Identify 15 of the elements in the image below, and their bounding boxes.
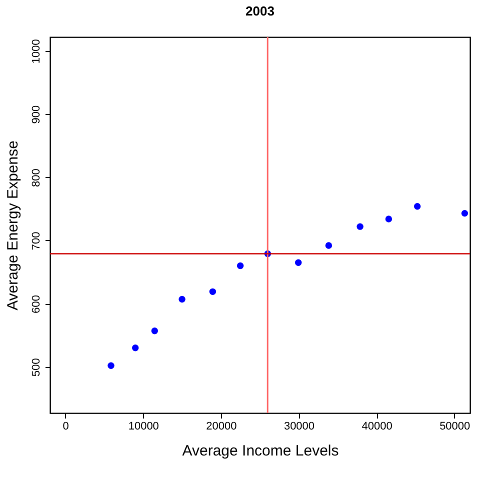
x-tick-label: 50000 xyxy=(440,420,470,432)
x-axis-title: Average Income Levels xyxy=(182,442,339,460)
x-tick-label: 30000 xyxy=(284,420,315,432)
y-tick-label: 500 xyxy=(30,358,42,377)
x-tick-label: 10000 xyxy=(128,420,159,432)
x-tick-label: 20000 xyxy=(206,420,237,432)
x-tick-label: 40000 xyxy=(362,420,392,432)
y-axis-title: Average Energy Expense xyxy=(4,140,22,310)
x-tick-label: 0 xyxy=(62,420,69,432)
y-tick-label: 700 xyxy=(30,232,42,250)
y-tick-label: 600 xyxy=(30,294,42,314)
y-tick-label: 1000 xyxy=(30,39,42,64)
chart-title: 2003 xyxy=(246,3,274,18)
y-tick-label: 800 xyxy=(30,168,42,187)
y-tick-label: 900 xyxy=(30,105,42,124)
